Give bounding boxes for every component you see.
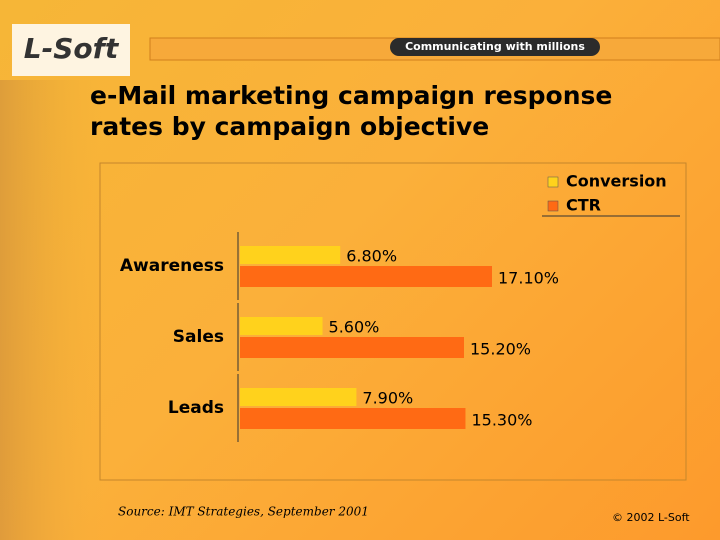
bar (240, 266, 492, 287)
legend-swatch (547, 176, 559, 188)
bar (240, 317, 323, 335)
category-label: Leads (168, 398, 224, 418)
value-label: 5.60% (329, 318, 380, 337)
chart-frame (99, 162, 687, 481)
legend-label: Conversion (566, 172, 667, 191)
bar (240, 337, 464, 358)
category-label: Sales (173, 327, 224, 347)
value-label: 15.30% (471, 411, 532, 430)
legend-label: CTR (566, 196, 601, 215)
value-label: 7.90% (362, 389, 413, 408)
logo-box (12, 24, 130, 76)
legend-swatch (547, 200, 559, 212)
bar (240, 388, 357, 406)
value-label: 15.20% (470, 340, 531, 359)
chart-title: e-Mail marketing campaign response rates… (90, 81, 613, 141)
photo-backdrop (0, 80, 110, 540)
bar (240, 246, 341, 264)
logo: L-Soft (24, 32, 120, 65)
source: Source: IMT Strategies, September 2001 (118, 505, 369, 519)
category-label: Awareness (120, 256, 224, 276)
tagline-pill (390, 38, 600, 56)
value-label: 17.10% (498, 269, 559, 288)
bar (240, 408, 466, 429)
copyright: © 2002 L-Soft (612, 511, 690, 524)
tagline: Communicating with millions (405, 40, 585, 53)
value-label: 6.80% (346, 247, 397, 266)
